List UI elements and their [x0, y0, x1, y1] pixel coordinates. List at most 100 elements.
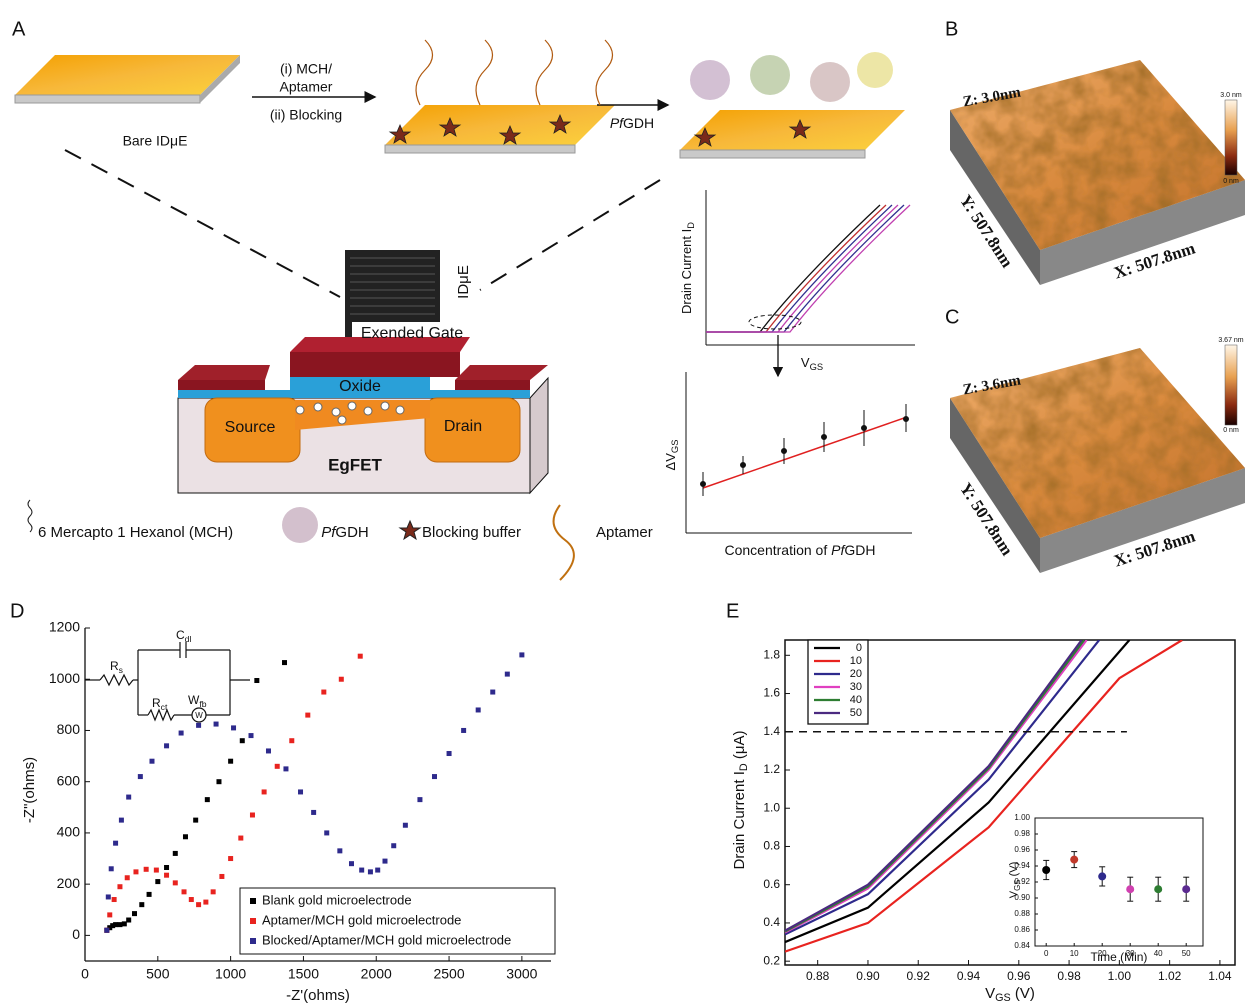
y-tick-label: 0.84	[1014, 941, 1030, 950]
y-tick-label: 1.0	[763, 800, 780, 814]
data-point	[1098, 872, 1106, 880]
modified-electrode	[385, 105, 615, 145]
y-axis-label: Drain Current ID (μA)	[731, 731, 750, 870]
data-point	[240, 738, 245, 743]
x-tick-label: 10	[1070, 949, 1079, 958]
panel-label: A	[12, 18, 26, 40]
data-point	[375, 868, 380, 873]
data-point	[1182, 885, 1190, 893]
x-tick-label: 0	[1044, 949, 1049, 958]
mini-axis-label-part: GS	[670, 440, 680, 454]
data-point	[196, 902, 201, 907]
data-point	[211, 889, 216, 894]
x-tick-label: 0	[81, 966, 89, 982]
y-tick-label: 600	[57, 772, 81, 788]
device-label: EgFET	[328, 455, 382, 474]
y-axis-label-part: GS	[1013, 879, 1022, 890]
legend-swatch	[250, 898, 256, 904]
data-point	[289, 738, 294, 743]
x-tick-label: 2000	[361, 966, 392, 982]
mini-axis-label-part: D	[686, 222, 696, 229]
x-axis-label: Time (Min)	[1091, 950, 1148, 964]
colorbar-label: 3.67 nm	[1218, 337, 1243, 344]
zoom-line	[480, 180, 660, 290]
oxide-left	[178, 390, 290, 398]
data-point	[164, 873, 169, 878]
circuit-label: W	[195, 711, 203, 720]
legend-text-part: GDH	[335, 524, 368, 541]
mini-axis-label-part: Drain Current I	[679, 229, 694, 314]
x-tick-label: 40	[1154, 949, 1163, 958]
data-point	[417, 797, 422, 802]
data-point	[147, 892, 152, 897]
data-point	[132, 911, 137, 916]
data-point	[311, 810, 316, 815]
y-tick-label: 0.88	[1014, 909, 1030, 918]
y-tick-label: 200	[57, 875, 81, 891]
data-point	[149, 759, 154, 764]
data-point	[179, 731, 184, 736]
data-point	[321, 690, 326, 695]
figure: ABCDEBare IDμE(i) MCH/Aptamer(ii) Blocki…	[0, 0, 1259, 1005]
y-axis-label-part: D	[738, 763, 750, 771]
data-point	[266, 748, 271, 753]
oxide-label: Oxide	[339, 378, 381, 395]
x-tick-label: 0.92	[907, 969, 931, 983]
data-point	[339, 677, 344, 682]
data-point	[122, 921, 127, 926]
x-tick-label: 50	[1182, 949, 1191, 958]
star-icon	[400, 521, 420, 539]
y-axis-label-part: (μA)	[731, 731, 748, 764]
data-point	[275, 764, 280, 769]
y-tick-label: 1.2	[763, 762, 780, 776]
data-point	[203, 900, 208, 905]
legend-label: 30	[850, 681, 862, 693]
x-tick-label: 2500	[433, 966, 464, 982]
x-tick-label: 3000	[506, 966, 537, 982]
protein-blobs	[690, 52, 893, 102]
y-tick-label: 400	[57, 824, 81, 840]
data-point	[337, 848, 342, 853]
legend-label: 10	[850, 655, 862, 667]
data-point	[282, 660, 287, 665]
bound-electrode	[680, 110, 905, 150]
aptamer-strands	[416, 40, 613, 105]
plot-frame	[1035, 818, 1203, 946]
data-point	[189, 897, 194, 902]
y-tick-label: 0.98	[1014, 829, 1030, 838]
legend-text: Blocking buffer	[422, 524, 521, 541]
colorbar-label: 0 nm	[1223, 178, 1239, 185]
data-point	[164, 865, 169, 870]
mini-fit	[703, 417, 907, 488]
data-point	[138, 774, 143, 779]
mini-points	[701, 404, 909, 496]
data-point	[476, 707, 481, 712]
source-label: Source	[225, 419, 276, 436]
x-axis-label: -Z'(ohms)	[286, 987, 350, 1004]
step-label: (i) MCH/	[280, 61, 332, 77]
data-point	[283, 766, 288, 771]
circuit-label-part: W	[188, 693, 200, 707]
data-point	[119, 818, 124, 823]
circuit-label-part: R	[152, 696, 161, 710]
data-point	[324, 830, 329, 835]
data-point	[461, 728, 466, 733]
y-axis-label-part: (V)	[1008, 862, 1020, 880]
data-point	[117, 884, 122, 889]
circuit-label-part: R	[110, 659, 119, 673]
y-tick-label: 1.6	[763, 686, 780, 700]
gate-metal	[290, 352, 460, 377]
mch-icon	[28, 500, 32, 532]
circuit-label: Rct	[152, 696, 168, 712]
data-point	[109, 866, 114, 871]
data-point	[254, 678, 259, 683]
data-point	[228, 759, 233, 764]
data-point	[391, 843, 396, 848]
protein-icon	[282, 507, 318, 543]
x-tick-label: 0.94	[957, 969, 981, 983]
data-point	[193, 818, 198, 823]
circuit-label-part: C	[176, 628, 185, 642]
data-point	[126, 918, 131, 923]
x-tick-label: 500	[146, 966, 170, 982]
step-label: (ii) Blocking	[270, 107, 342, 123]
